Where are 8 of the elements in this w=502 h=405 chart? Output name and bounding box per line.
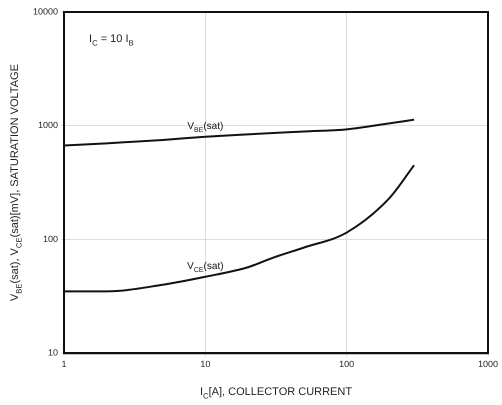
x-tick-label: 100 <box>339 359 354 370</box>
y-tick-label: 10000 <box>32 6 58 16</box>
y-tick-label: 10 <box>48 348 58 358</box>
x-tick-label: 1000 <box>478 359 498 370</box>
y-tick-label: 100 <box>42 234 58 244</box>
y-tick-label: 1000 <box>38 120 58 130</box>
x-tick-label: 1 <box>62 359 67 370</box>
x-tick-label: 10 <box>200 359 210 370</box>
